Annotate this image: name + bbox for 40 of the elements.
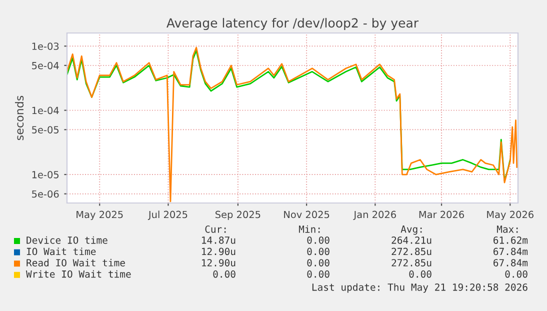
x-tick-label: May 2025 xyxy=(76,210,123,220)
legend-label: Read IO Wait time xyxy=(26,258,125,266)
y-tick-label: 5e-06 xyxy=(32,190,59,198)
text: 67.84m xyxy=(494,248,528,256)
text: 0.00 xyxy=(307,259,330,266)
x-tick-label: May 2026 xyxy=(487,210,534,220)
x-tick-label: Sep 2025 xyxy=(216,210,260,220)
legend-label: IO Wait time xyxy=(26,248,96,256)
x-tick-label: Jan 2026 xyxy=(353,210,396,220)
text: 61.62m xyxy=(494,236,528,244)
y-axis-title: seconds xyxy=(15,96,24,140)
x-tick-label: Mar 2026 xyxy=(419,210,464,218)
text: 0.00 xyxy=(307,248,330,256)
y-tick-label: 5e-04 xyxy=(32,62,59,70)
text: Avg: xyxy=(400,226,422,235)
chart-title: Average latency for /dev/loop2 - by year xyxy=(166,18,419,30)
legend-label: Device IO time xyxy=(26,236,108,244)
y-tick-label: 1e-05 xyxy=(32,170,59,178)
text: 0.00 xyxy=(307,270,330,278)
text: 12.90u xyxy=(202,248,236,256)
y-tick-label: 1e-03 xyxy=(32,42,59,50)
text: 264.21u xyxy=(392,236,432,244)
x-tick-label: Jul 2025 xyxy=(148,210,188,220)
text: 0.00 xyxy=(505,270,528,278)
text: Min: xyxy=(298,225,320,233)
text: 272.85u xyxy=(392,259,432,266)
text: 0.00 xyxy=(409,270,432,278)
y-tick-label: 5e-05 xyxy=(32,126,59,134)
text: Max: xyxy=(496,226,518,233)
text: 0.00 xyxy=(307,236,330,244)
text: 14.87u xyxy=(202,236,236,244)
text: Last update: Thu May 21 19:20:58 2026 xyxy=(312,283,528,293)
text: 12.90u xyxy=(202,259,236,266)
text: 0.00 xyxy=(213,270,236,278)
text: 272.85u xyxy=(392,248,432,256)
text: 67.84m xyxy=(494,259,528,266)
y-tick-label: 1e-04 xyxy=(32,106,59,114)
legend-label: Write IO Wait time xyxy=(26,270,131,278)
text: Cur: xyxy=(205,225,226,233)
x-tick-label: Nov 2025 xyxy=(284,210,330,218)
